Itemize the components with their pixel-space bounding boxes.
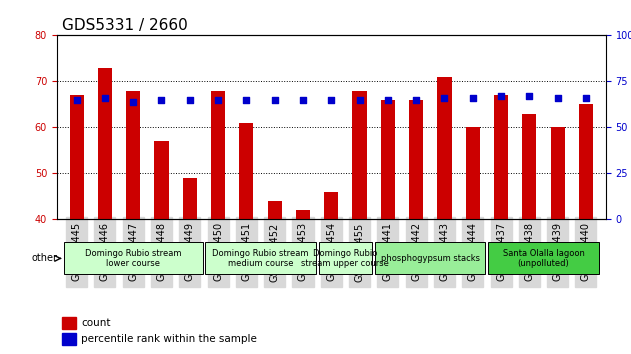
FancyBboxPatch shape [64, 242, 203, 274]
Text: phosphogypsum stacks: phosphogypsum stacks [381, 254, 480, 263]
Text: Domingo Rubio stream
medium course: Domingo Rubio stream medium course [212, 249, 309, 268]
FancyBboxPatch shape [205, 242, 316, 274]
Text: other: other [32, 253, 57, 263]
Point [128, 99, 138, 104]
Bar [62, 317, 76, 329]
Point [468, 95, 478, 101]
Point [524, 93, 534, 99]
Point [439, 95, 449, 101]
Point [71, 97, 81, 103]
Text: count: count [81, 318, 111, 328]
Text: GDS5331 / 2660: GDS5331 / 2660 [62, 18, 188, 33]
Text: Domingo Rubio stream
lower course: Domingo Rubio stream lower course [85, 249, 182, 268]
Bar [69, 95, 84, 219]
Point [269, 97, 280, 103]
Bar [98, 68, 112, 219]
Bar [437, 77, 452, 219]
Bar [155, 141, 168, 219]
Bar [296, 210, 310, 219]
Point [241, 97, 251, 103]
Bar [211, 91, 225, 219]
Bar [183, 178, 197, 219]
Text: percentile rank within the sample: percentile rank within the sample [81, 334, 257, 344]
FancyBboxPatch shape [319, 242, 372, 274]
Point [496, 93, 506, 99]
Bar [579, 104, 593, 219]
Point [156, 97, 167, 103]
Bar [62, 333, 76, 345]
Point [100, 95, 110, 101]
Point [553, 95, 563, 101]
FancyBboxPatch shape [488, 242, 599, 274]
Point [185, 97, 195, 103]
Point [213, 97, 223, 103]
Point [411, 97, 422, 103]
Bar [522, 114, 536, 219]
Bar [239, 123, 254, 219]
Point [355, 97, 365, 103]
Point [298, 97, 308, 103]
FancyBboxPatch shape [375, 242, 485, 274]
Bar [126, 91, 140, 219]
Point [581, 95, 591, 101]
Bar [380, 100, 395, 219]
Bar [409, 100, 423, 219]
Bar [268, 201, 282, 219]
Bar [551, 127, 565, 219]
Bar [494, 95, 508, 219]
Point [383, 97, 393, 103]
Bar [466, 127, 480, 219]
Point [326, 97, 336, 103]
Text: Domingo Rubio
stream upper course: Domingo Rubio stream upper course [302, 249, 389, 268]
Bar [353, 91, 367, 219]
Bar [324, 192, 338, 219]
Text: Santa Olalla lagoon
(unpolluted): Santa Olalla lagoon (unpolluted) [502, 249, 584, 268]
